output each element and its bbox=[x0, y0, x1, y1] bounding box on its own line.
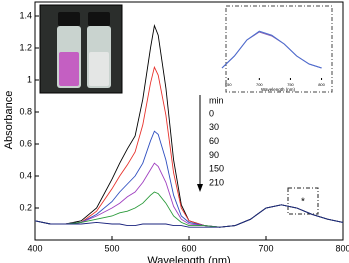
y-tick-label: 1.2 bbox=[19, 42, 32, 52]
vial-cap bbox=[58, 12, 80, 26]
legend-label: 90 bbox=[209, 150, 219, 160]
x-tick-label: 800 bbox=[318, 82, 325, 87]
inset-frame bbox=[225, 5, 333, 93]
annotation: * bbox=[301, 197, 305, 208]
legend-title: min bbox=[209, 95, 224, 105]
x-axis-label: Wavelength (nm) bbox=[147, 255, 230, 263]
photo-inset bbox=[39, 4, 123, 94]
spectrum-line bbox=[34, 162, 344, 228]
legend-label: 150 bbox=[209, 164, 224, 174]
arrow-head bbox=[197, 184, 203, 192]
y-tick-label: 0.4 bbox=[19, 170, 32, 180]
spectrum-line bbox=[34, 130, 344, 228]
vial-cap bbox=[88, 12, 110, 26]
x-tick-label: 600 bbox=[181, 243, 196, 253]
x-tick-label: 700 bbox=[258, 243, 273, 253]
x-tick-label: 400 bbox=[27, 243, 42, 253]
legend-label: 30 bbox=[209, 122, 219, 132]
x-tick-label: 650 bbox=[225, 82, 232, 87]
legend-label: 60 bbox=[209, 136, 219, 146]
y-tick-label: 1 bbox=[27, 74, 32, 84]
y-axis-label: Absorbance bbox=[3, 91, 15, 150]
y-tick-label: 1.4 bbox=[19, 10, 32, 20]
y-tick-label: 0.8 bbox=[19, 106, 32, 116]
x-tick-label: 700 bbox=[256, 82, 263, 87]
x-tick-label: 500 bbox=[104, 243, 119, 253]
legend-label: 0 bbox=[209, 108, 214, 118]
spectrum-line bbox=[221, 30, 322, 69]
spectrum-line bbox=[34, 204, 344, 228]
clear-solution bbox=[89, 52, 109, 86]
highlight-box bbox=[287, 187, 319, 215]
y-tick-label: 0.2 bbox=[19, 202, 32, 212]
x-tick-label: 800 bbox=[335, 243, 349, 253]
pink-solution bbox=[59, 52, 79, 86]
x-axis-label: Wavelength (nm) bbox=[261, 87, 296, 92]
x-tick-label: 750 bbox=[287, 82, 294, 87]
legend-label: 210 bbox=[209, 177, 224, 187]
y-tick-label: 0.6 bbox=[19, 138, 32, 148]
